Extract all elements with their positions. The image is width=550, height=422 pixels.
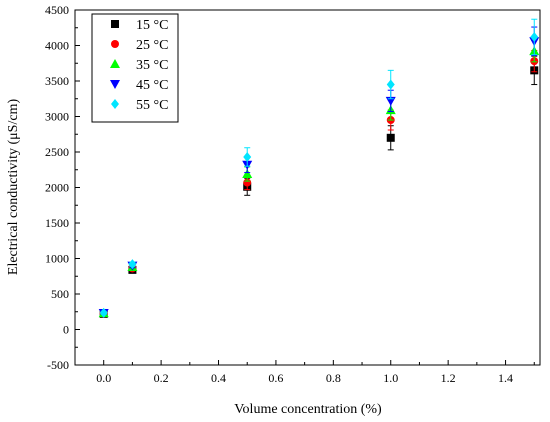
legend-label: 35 °C <box>136 58 168 73</box>
legend: 15 °C 25 °C 35 °C 45 °C 55 °C <box>91 13 179 123</box>
y-tick-label: 3000 <box>45 110 69 124</box>
data-point <box>128 259 137 270</box>
y-tick-label: -500 <box>47 358 69 372</box>
y-tick-label: 1000 <box>45 252 69 266</box>
series <box>99 18 539 318</box>
x-tick-label: 1.0 <box>383 371 398 385</box>
x-tick-label: 1.2 <box>441 371 456 385</box>
legend-label: 25 °C <box>136 38 168 53</box>
y-axis-title: Electrical conductivity (μS/cm) <box>6 99 21 276</box>
legend-marker <box>110 80 120 89</box>
legend-marker <box>111 99 119 109</box>
x-tick-label: 0.6 <box>268 371 283 385</box>
x-tick-label: 0.4 <box>211 371 226 385</box>
y-tick-label: 2000 <box>45 181 69 195</box>
x-axis-title: Volume concentration (%) <box>234 402 382 417</box>
data-point <box>243 178 252 187</box>
legend-marker <box>110 59 120 68</box>
x-tick-label: 0.8 <box>326 371 341 385</box>
y-tick-label: 4000 <box>45 39 69 53</box>
y-tick-label: 2500 <box>45 145 69 159</box>
legend-label: 45 °C <box>136 78 168 93</box>
data-series <box>98 18 540 319</box>
data-point <box>386 79 395 90</box>
y-tick-label: 500 <box>51 287 69 301</box>
y-tick-label: 1500 <box>45 216 69 230</box>
x-tick-label: 0.2 <box>154 371 169 385</box>
data-point <box>99 307 108 318</box>
y-tick-label: 3500 <box>45 74 69 88</box>
y-tick-label: 4500 <box>45 3 69 17</box>
legend-box <box>91 13 179 123</box>
data-point <box>386 133 395 142</box>
legend-marker <box>111 40 119 48</box>
legend-label: 55 °C <box>136 98 168 113</box>
legend-marker <box>111 20 119 28</box>
x-tick-label: 0.0 <box>96 371 111 385</box>
x-tick-label: 1.4 <box>498 371 513 385</box>
data-point <box>242 169 253 179</box>
y-axis: -500 0 500 1000 1500 2000 2500 3000 3500 4000 4500 <box>45 3 80 372</box>
x-axis: 0.0 0.2 0.4 0.6 0.8 1.0 1.2 1.4 <box>96 360 535 385</box>
data-point <box>243 151 252 162</box>
data-point <box>530 31 539 42</box>
legend-label: 15 °C <box>136 18 168 33</box>
y-tick-label: 0 <box>63 323 69 337</box>
